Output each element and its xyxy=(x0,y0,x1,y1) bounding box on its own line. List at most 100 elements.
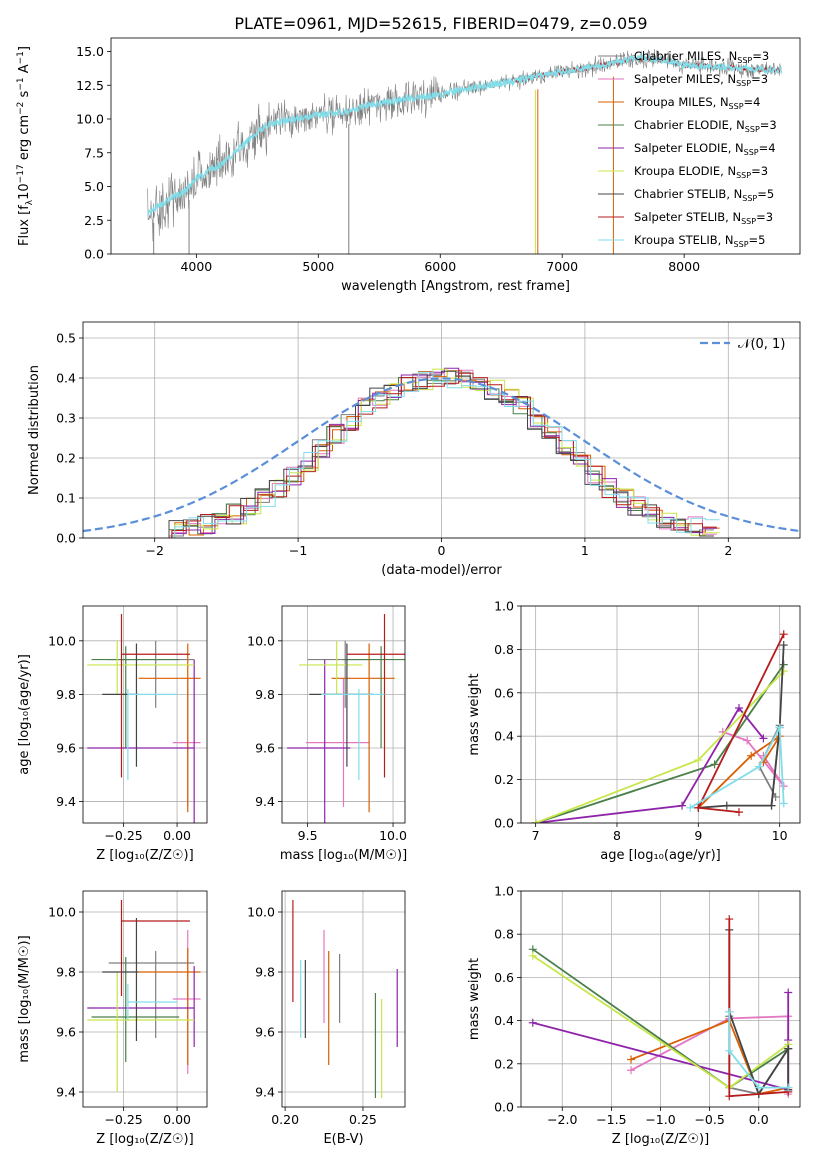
legend-sub: SSP xyxy=(737,56,752,65)
observed-spectrum xyxy=(147,48,782,242)
y-tick-label: 9.6 xyxy=(56,740,76,755)
y-tick-label: 9.6 xyxy=(56,1025,76,1040)
y-label-part: ] xyxy=(17,46,32,51)
x-tick-label: −0.5 xyxy=(694,1112,724,1127)
y-label-part: Flux [f xyxy=(17,205,32,246)
weight-marker xyxy=(759,734,768,743)
y-tick-label: 10.0 xyxy=(48,633,76,648)
y-tick-label: 0.0 xyxy=(84,247,104,262)
axes-frame: 0.20 0.25 9.4 9.6 9.8 10.0 E(B-V) xyxy=(247,890,406,1147)
legend-label: Chabrier MILES, NSSP=3 xyxy=(634,49,769,65)
y-tick-label: 15.0 xyxy=(76,44,104,59)
weight-marker xyxy=(627,1055,636,1064)
y-tick-label: 1.0 xyxy=(494,884,514,899)
plot-area xyxy=(147,48,783,254)
x-tick-label: −1.0 xyxy=(645,1112,675,1127)
y-tick-label: 12.5 xyxy=(76,78,104,93)
x-axis-label: Z [log₁₀(Z/Z☉)] xyxy=(96,1132,193,1147)
weight-marker xyxy=(743,736,752,745)
panel-z-age: −0.25 0.00 9.4 9.6 9.8 10.0 Z [log₁₀(Z/Z☉)] age… xyxy=(17,605,208,863)
legend-sub: SSP xyxy=(742,194,757,203)
x-tick-label: 10 xyxy=(772,828,788,843)
y-tick-label: 0.2 xyxy=(494,772,514,787)
y-tick-label: 0.0 xyxy=(494,816,514,831)
weight-marker xyxy=(779,799,788,808)
y-tick-label: 0.0 xyxy=(56,531,76,546)
axes-border xyxy=(82,890,208,1108)
x-tick-label: 8000 xyxy=(668,259,700,274)
plot-area xyxy=(287,614,405,823)
weight-marker xyxy=(528,951,537,960)
panel-mass-age: 9.5 10.0 9.4 9.6 9.8 10.0 mass [log₁₀(M/M☉)] xyxy=(247,605,407,863)
plot-area xyxy=(531,630,788,823)
y-label-part: −17 xyxy=(16,164,26,183)
plot-area xyxy=(292,900,398,1098)
axes-frame: −2.0 −1.5 −1.0 −0.5 0.0 0.0 0.2 0.4 0.6 0.8 1.0 Z [… xyxy=(467,884,801,1147)
legend-sub: SSP xyxy=(744,148,759,157)
y-tick-label: 0.2 xyxy=(56,451,76,466)
legend-label: Salpeter ELODIE, NSSP=4 xyxy=(634,141,776,157)
weight-marker xyxy=(531,819,540,823)
weight-line xyxy=(535,706,765,823)
gaussian-curve xyxy=(83,377,800,533)
y-tick-label: 0.4 xyxy=(494,729,514,744)
weight-marker xyxy=(734,808,743,817)
weight-marker xyxy=(779,641,788,650)
weight-line xyxy=(535,664,785,823)
y-tick-label: 0.0 xyxy=(494,1100,514,1115)
y-tick-label: 9.8 xyxy=(56,687,76,702)
histogram-step xyxy=(171,372,717,538)
y-tick-label: 10.0 xyxy=(48,905,76,920)
plot-area xyxy=(87,614,201,823)
x-axis-label: E(B-V) xyxy=(323,1132,363,1147)
y-label-part: −1 xyxy=(16,77,26,90)
x-tick-label: 6000 xyxy=(424,259,456,274)
axes-border xyxy=(520,605,801,824)
panel-age-weight: 7 8 9 10 0.0 0.2 0.4 0.6 0.8 1.0 age [log₁₀(age/yr… xyxy=(467,599,801,863)
weight-marker xyxy=(725,915,734,924)
legend-label: Chabrier ELODIE, NSSP=3 xyxy=(634,118,777,134)
y-tick-label: 9.4 xyxy=(255,1085,275,1100)
weight-marker xyxy=(725,1092,734,1101)
legend-nssp: =4 xyxy=(759,141,776,155)
legend-model: Salpeter STELIB, N xyxy=(634,210,741,224)
axes-frame: −0.25 0.00 9.4 9.6 9.8 10.0 Z [log₁₀(Z/Z☉)] age… xyxy=(17,605,208,863)
legend-sub: SSP xyxy=(745,125,760,134)
y-tick-label: 2.5 xyxy=(84,213,104,228)
weight-marker xyxy=(694,803,703,812)
histogram-step xyxy=(174,370,720,538)
y-tick-label: 9.8 xyxy=(255,687,275,702)
y-axis-label: Flux [fλ10−17 erg cm−2 s−1 A−1] xyxy=(16,46,35,246)
figure-title: PLATE=0961, MJD=52615, FIBERID=0479, z=0… xyxy=(234,14,647,33)
y-axis-label: mass weight xyxy=(467,673,482,755)
y-tick-label: 9.8 xyxy=(255,965,275,980)
y-axis-label: age [log₁₀(age/yr)] xyxy=(17,654,32,775)
x-axis-label: mass [log₁₀(M/M☉)] xyxy=(280,848,407,863)
x-tick-label: −0.25 xyxy=(104,828,142,843)
legend-label: 𝒩(0, 1) xyxy=(738,337,785,352)
x-tick-label: 0 xyxy=(438,543,446,558)
x-tick-label: −2.0 xyxy=(547,1112,577,1127)
y-tick-label: 10.0 xyxy=(76,112,104,127)
weight-marker xyxy=(627,1066,636,1075)
legend-sub: SSP xyxy=(734,240,749,249)
x-tick-label: 0.00 xyxy=(163,1112,191,1127)
x-tick-label: 7 xyxy=(532,828,540,843)
weight-marker xyxy=(725,1007,734,1016)
legend-nssp: =3 xyxy=(752,49,769,63)
legend-model: Chabrier MILES, N xyxy=(634,49,737,63)
axes-frame: −0.25 0.00 9.4 9.6 9.8 10.0 Z [log₁₀(Z/Z☉)] mas… xyxy=(17,890,208,1147)
legend-nssp: =3 xyxy=(751,72,768,86)
legend-nssp: =3 xyxy=(760,118,777,132)
y-label-part: A xyxy=(17,64,32,77)
weight-marker xyxy=(710,760,719,769)
x-axis-label: wavelength [Angstrom, rest frame] xyxy=(341,279,570,294)
panel-ebv-mass: 0.20 0.25 9.4 9.6 9.8 10.0 E(B-V) xyxy=(247,890,406,1147)
y-tick-label: 0.6 xyxy=(494,685,514,700)
weight-marker xyxy=(678,801,687,810)
legend-nssp: =3 xyxy=(751,164,768,178)
y-label-part: s xyxy=(17,90,32,101)
axes-border xyxy=(281,605,406,824)
y-tick-label: 7.5 xyxy=(84,145,104,160)
